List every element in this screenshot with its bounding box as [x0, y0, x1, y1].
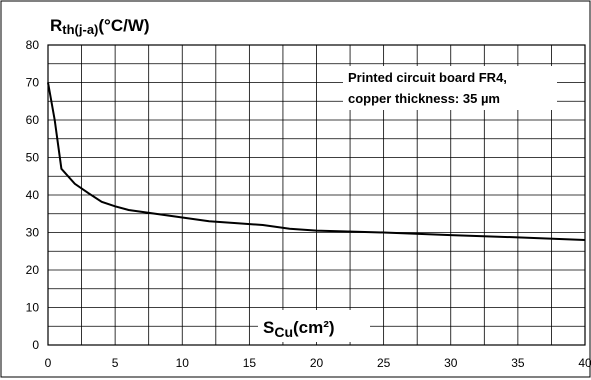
y-tick-label: 10	[26, 301, 40, 315]
plot-area-border	[47, 44, 586, 346]
y-tick-label: 30	[26, 226, 40, 240]
x-tick-label: 30	[444, 356, 458, 370]
y-tick-label: 50	[26, 151, 40, 165]
x-axis-label-main: S	[263, 318, 274, 337]
annotation-line-1: Printed circuit board FR4,	[348, 70, 507, 85]
x-tick-label: 10	[176, 356, 190, 370]
y-axis-label: Rth(j-a)(°C/W)	[50, 16, 150, 37]
x-tick-label: 0	[45, 356, 52, 370]
y-tick-label: 40	[26, 188, 40, 202]
x-axis-label-bg	[258, 310, 370, 342]
annotation-line-2: copper thickness: 35 µm	[348, 91, 500, 106]
y-tick-label: 60	[26, 113, 40, 127]
x-axis-label-unit: (cm²)	[293, 318, 335, 337]
x-tick-label: 40	[578, 356, 591, 370]
y-axis-label-bg	[48, 10, 174, 37]
y-tick-label: 20	[26, 263, 40, 277]
y-tick-label: 0	[32, 338, 39, 352]
x-tick-label: 25	[377, 356, 391, 370]
y-tick-label: 80	[26, 38, 40, 52]
y-axis-label-sub: th(j-a)	[62, 22, 98, 37]
tick-labels: 0 10 20 30 40 50 60 70 80 0 5 10 15 20 25 30 35 40	[26, 38, 591, 370]
x-tick-label: 20	[310, 356, 324, 370]
x-axis-label-sub: Cu	[274, 324, 293, 340]
y-axis-label-main: R	[50, 16, 62, 35]
annotation-bg	[343, 66, 557, 110]
y-axis-label-unit: (°C/W)	[98, 16, 149, 35]
y-tick-label: 70	[26, 76, 40, 90]
x-tick-label: 15	[243, 356, 257, 370]
x-tick-label: 5	[112, 356, 119, 370]
x-axis-label: SCu(cm²)	[263, 318, 335, 340]
series-line	[47, 82, 586, 241]
x-tick-label: 35	[511, 356, 525, 370]
